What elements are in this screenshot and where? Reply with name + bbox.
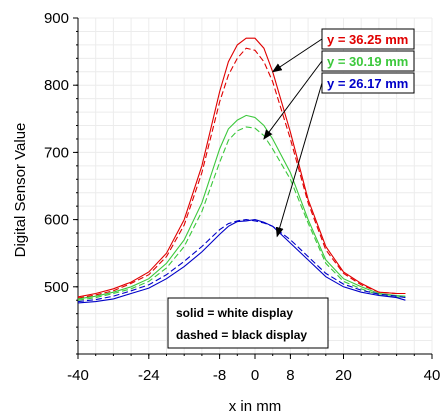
x-axis-label: x in mm <box>229 398 282 415</box>
series-line-dashed <box>77 126 406 301</box>
note-box <box>167 297 329 349</box>
annotation-arrow <box>263 60 323 140</box>
annotation-label: y = 36.25 mm <box>327 32 408 47</box>
y-tick-label: 500 <box>44 279 69 296</box>
x-tick-label: -8 <box>213 367 226 384</box>
y-axis-label: Digital Sensor Value <box>12 123 29 258</box>
note-text: solid = white display <box>176 306 293 320</box>
x-tick-label: 8 <box>286 367 294 384</box>
series-line-dashed <box>77 47 406 299</box>
y-tick-label: 700 <box>44 144 69 161</box>
tick-labels: 500 600 700 800 900 -40 -24 -8 0 8 20 40 <box>44 10 440 384</box>
x-tick-label: 20 <box>335 367 352 384</box>
y-tick-label: 900 <box>44 10 69 27</box>
series-lines <box>77 37 406 304</box>
line-style-note: solid = white display dashed = black disp… <box>167 297 329 349</box>
series-line-dashed <box>77 219 406 303</box>
annotation-label: y = 26.17 mm <box>327 76 408 91</box>
x-tick-label: 0 <box>251 367 259 384</box>
y-tick-label: 600 <box>44 212 69 229</box>
x-tick-label: -40 <box>67 367 89 384</box>
x-tick-label: -24 <box>138 367 160 384</box>
series-line-solid <box>77 219 406 304</box>
series-line-solid <box>77 37 406 298</box>
annotation-arrow <box>275 82 323 238</box>
annotation-label: y = 30.19 mm <box>327 54 408 69</box>
y-tick-label: 800 <box>44 77 69 94</box>
note-text: dashed = black display <box>176 328 307 342</box>
series-line-solid <box>77 114 406 300</box>
x-tick-label: 40 <box>424 367 441 384</box>
annotation-arrow <box>271 38 323 73</box>
annotations: y = 36.25 mm y = 30.19 mm y = 26.17 mm <box>263 28 415 238</box>
